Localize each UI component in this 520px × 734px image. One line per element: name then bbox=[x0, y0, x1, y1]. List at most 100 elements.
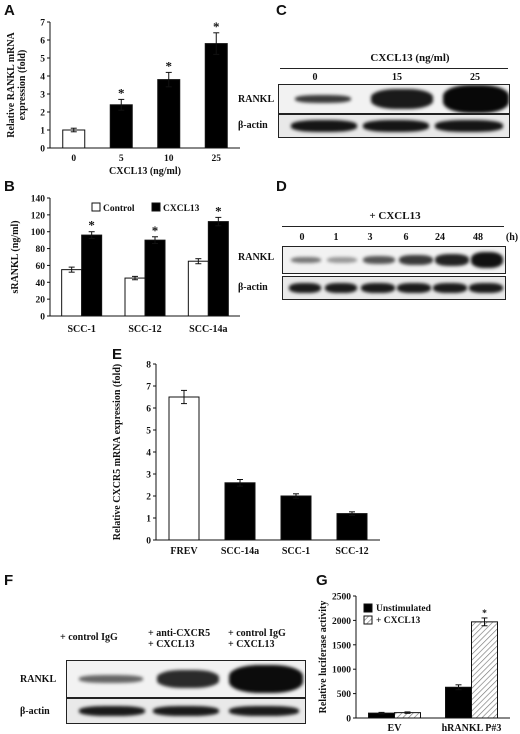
a-x-tick-label: 25 bbox=[212, 154, 222, 164]
g-legend-swatch bbox=[363, 603, 373, 613]
a-y-axis-label: expression (fold) bbox=[17, 50, 28, 121]
b-y-tick-label: 120 bbox=[31, 211, 46, 221]
a-y-tick-label: 5 bbox=[40, 55, 45, 65]
g-legend-swatch bbox=[363, 615, 373, 625]
blot-d-lane-label: 48 bbox=[473, 232, 483, 243]
blot-c-lane-label: 0 bbox=[312, 72, 318, 83]
blot-f-lane-label: + control IgG bbox=[60, 632, 118, 643]
blot-f-lane-label: + control IgG + CXCL13 bbox=[228, 628, 286, 650]
e-y-tick-label: 6 bbox=[146, 405, 151, 415]
g-y-tick-label: 0 bbox=[346, 715, 351, 725]
blot-d-header: + CXCL13 bbox=[369, 210, 421, 222]
a-y-tick-label: 7 bbox=[40, 19, 45, 29]
g-y-tick-label: 2500 bbox=[332, 593, 351, 603]
a-x-axis-label: CXCL13 (ng/ml) bbox=[109, 166, 181, 177]
a-y-tick-label: 6 bbox=[40, 37, 45, 47]
b-x-tick-label: SCC-14a bbox=[189, 324, 227, 335]
blot-f-row-label: RANKL bbox=[20, 674, 57, 685]
panel-letter-a: A bbox=[4, 2, 15, 19]
a-significance-star: * bbox=[166, 58, 173, 73]
blot-c-header-line bbox=[280, 68, 508, 69]
e-y-tick-label: 0 bbox=[146, 537, 151, 547]
b-legend-swatch bbox=[91, 202, 101, 212]
a-significance-star: * bbox=[118, 85, 125, 100]
blot-f-row-label: β-actin bbox=[20, 706, 50, 717]
g-y-tick-label: 1000 bbox=[332, 666, 351, 676]
a-y-tick-label: 3 bbox=[40, 91, 45, 101]
b-y-tick-label: 100 bbox=[31, 228, 46, 238]
blot-f-lane-label: + anti-CXCR5 + CXCL13 bbox=[148, 628, 211, 650]
e-y-tick-label: 5 bbox=[146, 427, 151, 437]
e-bar bbox=[280, 495, 312, 541]
g-bar bbox=[445, 686, 472, 719]
e-y-axis-label: Relative CXCR5 mRNA expression (fold) bbox=[112, 364, 123, 540]
b-legend-swatch bbox=[151, 202, 161, 212]
blot-c-lane-label: 25 bbox=[470, 72, 480, 83]
g-legend-label: + CXCL13 bbox=[376, 616, 420, 626]
blot-c-header: CXCL13 (ng/ml) bbox=[370, 52, 450, 64]
a-y-tick-label: 0 bbox=[40, 145, 45, 155]
e-y-tick-label: 2 bbox=[146, 493, 151, 503]
b-y-tick-label: 60 bbox=[36, 262, 46, 272]
blot-d-row-label: β-actin bbox=[238, 282, 268, 293]
b-y-axis-label: sRANKL (ng/ml) bbox=[10, 220, 21, 293]
b-y-tick-label: 140 bbox=[31, 195, 46, 205]
b-significance-star: * bbox=[152, 223, 159, 238]
e-bar bbox=[168, 396, 200, 541]
panel-letter-e: E bbox=[112, 346, 123, 363]
blot-d-header-line bbox=[282, 226, 504, 227]
blot-d-lane-label: 1 bbox=[333, 232, 339, 243]
g-x-tick-label: hRANKL P#3 bbox=[442, 723, 502, 734]
b-y-tick-label: 20 bbox=[36, 296, 46, 306]
b-legend-label: CXCL13 bbox=[163, 204, 200, 214]
blot-d-lane-label: 3 bbox=[367, 232, 373, 243]
panel-letter-g: G bbox=[316, 572, 328, 589]
e-y-tick-label: 8 bbox=[146, 361, 151, 371]
e-y-tick-label: 4 bbox=[146, 449, 151, 459]
b-x-tick-label: SCC-1 bbox=[67, 324, 95, 335]
a-y-axis-label: Relative RANKL mRNA bbox=[6, 31, 17, 137]
blot-d-lane-label: 6 bbox=[403, 232, 409, 243]
e-x-tick-label: SCC-14a bbox=[221, 546, 259, 557]
e-x-tick-label: SCC-12 bbox=[335, 546, 368, 557]
e-x-tick-label: FREV bbox=[170, 546, 198, 557]
a-x-tick-label: 0 bbox=[71, 154, 76, 164]
g-y-tick-label: 500 bbox=[337, 690, 352, 700]
blot-d-lane-label: 0 bbox=[299, 232, 305, 243]
blot-c-rankl bbox=[278, 84, 510, 114]
blot-c-lane-label: 15 bbox=[392, 72, 402, 83]
g-y-axis-label: Relative luciferase activity bbox=[318, 601, 329, 714]
e-x-tick-label: SCC-1 bbox=[282, 546, 310, 557]
g-y-tick-label: 2000 bbox=[332, 617, 351, 627]
blot-d-rankl bbox=[282, 246, 506, 274]
blot-c-row-label: β-actin bbox=[238, 120, 268, 131]
panel-letter-b: B bbox=[4, 178, 15, 195]
b-y-tick-label: 0 bbox=[40, 313, 45, 323]
b-legend-label: Control bbox=[103, 204, 135, 214]
g-significance-mark: * bbox=[482, 609, 487, 619]
a-significance-star: * bbox=[213, 19, 220, 34]
panel-letter-f: F bbox=[4, 572, 14, 589]
blot-d-actin bbox=[282, 276, 506, 300]
a-y-tick-label: 1 bbox=[40, 127, 45, 137]
blot-f-rankl bbox=[66, 660, 306, 698]
panel-letter-d: D bbox=[276, 178, 287, 195]
blot-d-lane-label: 24 bbox=[435, 232, 445, 243]
b-significance-star: * bbox=[88, 218, 95, 233]
g-x-tick-label: EV bbox=[388, 723, 403, 734]
blot-c-row-label: RANKL bbox=[238, 94, 275, 105]
b-x-tick-label: SCC-12 bbox=[128, 324, 161, 335]
a-x-tick-label: 10 bbox=[164, 154, 174, 164]
blot-d-unit: (h) bbox=[505, 232, 519, 243]
e-y-tick-label: 7 bbox=[146, 383, 151, 393]
blot-c-actin bbox=[278, 114, 510, 138]
g-y-tick-label: 1500 bbox=[332, 641, 351, 651]
b-y-tick-label: 80 bbox=[36, 245, 46, 255]
g-bar bbox=[471, 621, 498, 719]
blot-f-actin bbox=[66, 698, 306, 724]
a-y-tick-label: 4 bbox=[40, 73, 45, 83]
